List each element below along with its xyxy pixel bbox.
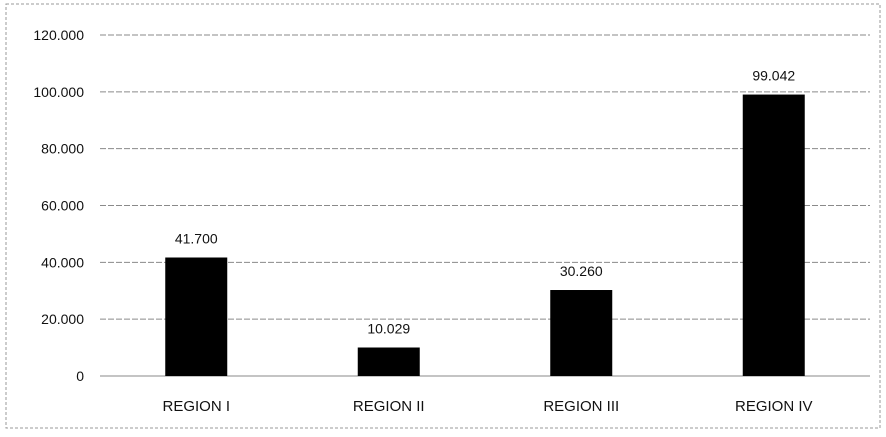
- y-tick-label: 20.000: [41, 311, 84, 327]
- category-label: REGION IV: [735, 398, 813, 415]
- data-labels: 41.700 10.029 30.260 99.042: [175, 68, 796, 337]
- data-label: 41.700: [175, 231, 218, 247]
- y-tick-label: 60.000: [41, 198, 84, 214]
- x-axis-categories: REGION I REGION II REGION III REGION IV: [162, 398, 812, 415]
- y-tick-label: 120.000: [33, 27, 84, 43]
- y-tick-label: 40.000: [41, 254, 84, 270]
- gridlines: [100, 34, 870, 377]
- data-label: 99.042: [752, 68, 795, 84]
- category-label: REGION III: [543, 398, 619, 415]
- data-label: 10.029: [367, 321, 410, 337]
- bar-region-iv: [742, 94, 805, 376]
- y-tick-label: 0: [76, 368, 84, 384]
- category-label: REGION II: [353, 398, 425, 415]
- category-label: REGION I: [162, 398, 230, 415]
- y-tick-label: 80.000: [41, 141, 84, 157]
- bar-region-iii: [550, 290, 613, 376]
- bar-region-ii: [357, 347, 420, 376]
- bar-region-i: [165, 257, 228, 376]
- data-label: 30.260: [560, 263, 603, 279]
- chart-frame: [5, 3, 881, 429]
- bars: [165, 94, 805, 376]
- y-tick-label: 100.000: [33, 84, 84, 100]
- y-axis-ticks: 0 20.000 40.000 60.000 80.000 100.000 120.000: [33, 27, 84, 384]
